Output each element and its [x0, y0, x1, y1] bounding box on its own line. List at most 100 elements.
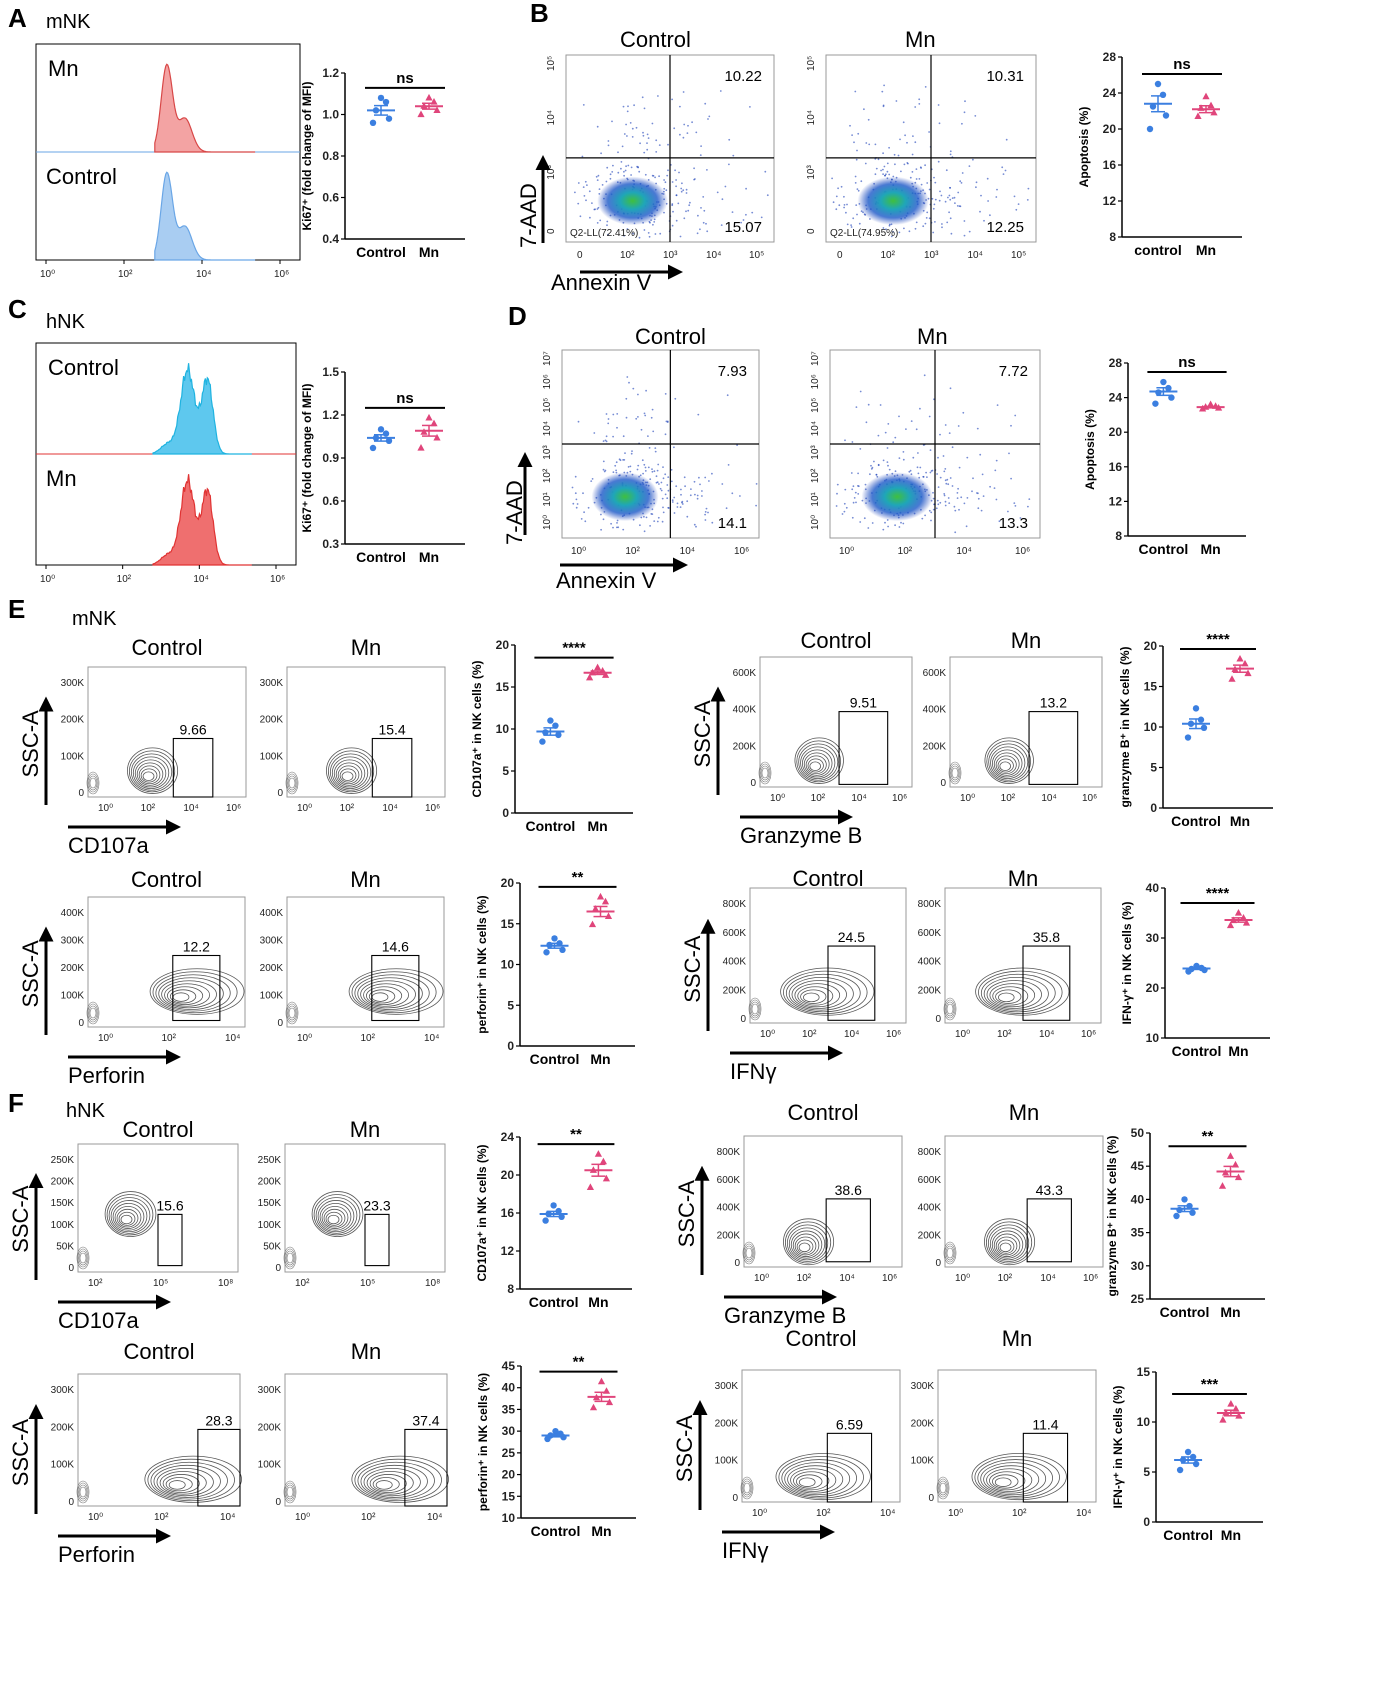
event-dot	[664, 433, 667, 436]
event-dot	[697, 214, 699, 217]
event-dot	[939, 501, 942, 504]
plot-x-tick-label: 10²	[141, 803, 156, 814]
event-dot	[657, 516, 660, 519]
plot-y-tick-label: 600K	[733, 668, 757, 679]
event-dot	[885, 173, 887, 176]
edge-contour	[286, 1003, 298, 1023]
x-axis-label-D: Annexin V	[556, 568, 657, 593]
event-dot	[851, 488, 854, 491]
y-tick-label: 25	[502, 1446, 516, 1460]
y-axis-label: CD107a⁺ in NK cells (%)	[470, 660, 484, 797]
data-point	[547, 717, 554, 724]
event-dot	[918, 178, 921, 180]
event-dot	[684, 485, 686, 488]
category-label: Mn	[587, 818, 607, 834]
contour-ring	[106, 1194, 154, 1236]
plot-frame	[759, 656, 913, 788]
event-dot	[989, 214, 991, 217]
contour-ring	[372, 1477, 400, 1492]
event-dot	[700, 207, 702, 209]
event-dot	[926, 476, 928, 478]
event-dot	[924, 514, 926, 517]
event-dot	[583, 511, 585, 514]
event-dot	[887, 464, 889, 467]
event-dot	[937, 503, 940, 506]
event-dot	[944, 200, 947, 203]
event-dot	[919, 466, 922, 469]
event-dot	[731, 492, 734, 495]
contour-ring	[375, 1480, 393, 1490]
y-tick-label: 12	[1109, 494, 1123, 508]
event-dot	[883, 84, 885, 87]
event-dot	[857, 493, 860, 495]
x-axis-label: CD107a	[58, 1308, 139, 1333]
event-dot	[683, 217, 686, 220]
plot-x-tick-label: 10⁴	[844, 1029, 859, 1040]
event-dot	[749, 106, 751, 108]
data-point	[377, 94, 385, 102]
event-dot	[854, 182, 857, 184]
event-dot	[645, 389, 647, 392]
event-dot	[721, 483, 724, 485]
data-point	[1194, 112, 1202, 119]
plot-y-tick-label: 400K	[923, 705, 947, 716]
event-dot	[635, 417, 638, 420]
data-point	[1226, 1152, 1235, 1159]
event-dot	[928, 217, 931, 220]
category-label: Control	[526, 818, 576, 834]
y-tick-label: 20	[1103, 122, 1117, 136]
event-dot	[926, 211, 929, 214]
plot-y-tick-label: 200K	[61, 963, 85, 974]
y-tick-label: 0.6	[322, 494, 339, 508]
data-point	[586, 1183, 594, 1190]
contour-ring	[983, 1465, 1040, 1494]
event-dot	[666, 497, 669, 500]
contour-ring	[128, 750, 176, 793]
plot-x-tick-label: 10⁴	[382, 803, 397, 814]
plot-y-tick-label: 300K	[61, 678, 85, 689]
event-dot	[664, 181, 667, 184]
event-dot	[645, 516, 648, 519]
plot-y-tick-label: 10⁴	[810, 421, 821, 436]
contour-ring	[326, 747, 378, 794]
event-dot	[884, 521, 886, 524]
plot-title: Control	[786, 1326, 857, 1351]
event-dot	[882, 459, 885, 462]
plot-x-tick-label: 10⁴	[1041, 793, 1056, 804]
event-dot	[894, 436, 897, 439]
event-dot	[685, 192, 688, 194]
contour-ring	[793, 1471, 830, 1491]
event-dot	[582, 492, 584, 495]
event-dot	[885, 228, 887, 231]
y-tick-label: 16	[1103, 158, 1117, 172]
category-label: Control	[1163, 1527, 1213, 1543]
histogram-x-tick-label: 10⁰	[40, 269, 55, 280]
data-point	[1181, 1196, 1188, 1203]
y-axis-label: perforin⁺ in NK cells (%)	[476, 1373, 490, 1511]
event-dot	[914, 227, 917, 230]
event-dot	[953, 196, 956, 199]
edge-contour	[288, 777, 296, 789]
category-label: control	[1134, 242, 1181, 258]
edge-contour	[285, 771, 299, 795]
event-dot	[894, 524, 896, 527]
event-dot	[728, 163, 730, 166]
event-dot	[882, 152, 884, 155]
contour-ring	[366, 1470, 414, 1495]
plot-y-tick-label: 200K	[715, 1418, 739, 1429]
event-dot	[844, 488, 847, 491]
plot-x-tick-label: 10⁴	[1040, 1273, 1055, 1284]
edge-contour	[943, 997, 957, 1021]
event-dot	[629, 122, 632, 124]
y-tick-label: 10	[501, 958, 515, 972]
event-dot	[668, 507, 670, 509]
event-dot	[900, 521, 902, 524]
event-dot	[647, 435, 649, 437]
event-dot	[856, 188, 859, 191]
significance-label: **	[1202, 1128, 1214, 1145]
contour-ring	[357, 1461, 435, 1500]
event-dot	[582, 186, 585, 189]
event-dot	[585, 199, 587, 202]
gate-value: 43.3	[1036, 1182, 1063, 1198]
plot-y-tick-label: 600K	[923, 668, 947, 679]
